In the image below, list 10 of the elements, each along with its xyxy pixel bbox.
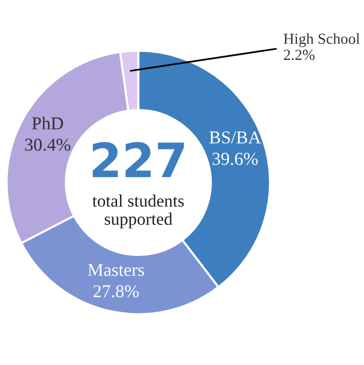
data-label: 27.8% <box>94 285 139 298</box>
slice-label: PhD <box>32 116 63 130</box>
data-label: 30.4% <box>25 138 70 151</box>
data-label: 39.6% <box>212 152 258 166</box>
slice-label: BS/BA <box>209 131 261 144</box>
text: total students supported <box>92 194 184 228</box>
slice-label: Masters <box>88 264 144 276</box>
slice-label: High School <box>284 33 360 48</box>
data-label: 2.2% <box>284 50 315 60</box>
text: 227 <box>92 142 184 178</box>
